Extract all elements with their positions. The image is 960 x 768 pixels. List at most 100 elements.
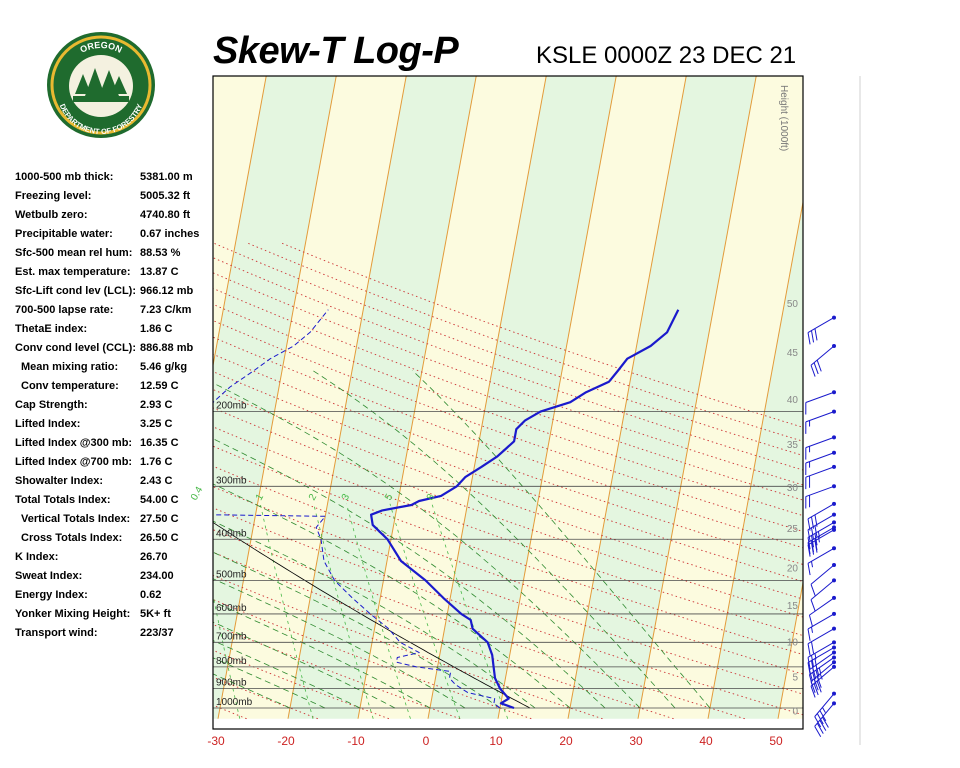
isotherm-band <box>638 76 803 719</box>
index-row: K Index: 26.70 <box>15 548 210 567</box>
wind-barb-feather <box>807 563 811 576</box>
wind-barb-feather <box>810 660 815 673</box>
x-tick-label: 20 <box>559 734 573 748</box>
wind-barb-half-feather <box>814 653 817 660</box>
dry-adiabat <box>213 389 803 600</box>
mixing-ratio-label: 8 <box>425 492 438 503</box>
wind-barb-feather <box>819 710 827 722</box>
wind-barb-feather <box>807 529 811 542</box>
dry-adiabat <box>213 371 803 583</box>
temperature-line <box>370 309 680 710</box>
index-value: 2.93 C <box>140 399 173 411</box>
index-label: Lifted Index @300 mb: <box>15 437 133 449</box>
mixing-ratio-line <box>313 503 374 719</box>
pressure-label: 700mb <box>216 631 247 642</box>
dry-adiabat <box>0 243 175 719</box>
wind-barb-feather <box>816 680 822 693</box>
isotherm-line <box>777 580 803 719</box>
index-row: Sweat Index: 234.00 <box>15 567 210 586</box>
height-tick-label: 0 <box>792 706 798 717</box>
dry-adiabat <box>213 303 803 517</box>
wind-barb-station <box>832 484 836 489</box>
pressure-label: 900mb <box>216 678 247 689</box>
index-value: 27.50 C <box>140 513 179 525</box>
index-value: 54.00 C <box>140 494 179 506</box>
wind-barb-station <box>832 563 836 568</box>
wind-barb-station <box>832 595 836 600</box>
wind-barb-feather <box>814 328 818 341</box>
wind-barb-feather <box>814 716 822 728</box>
index-value: 223/37 <box>140 627 174 639</box>
index-value: 4740.80 ft <box>140 209 191 221</box>
wind-barb-station <box>832 626 836 631</box>
index-row: Freezing level: 5005.32 ft <box>15 187 210 206</box>
wind-barb <box>805 450 836 475</box>
wind-barb-half-feather <box>817 536 820 543</box>
index-row: Yonker Mixing Height: 5K+ ft <box>15 605 210 624</box>
index-value: 2.43 C <box>140 475 173 487</box>
mixing-ratio-label: 2 <box>307 492 320 503</box>
index-label: Sweat Index: <box>15 570 83 582</box>
wind-barb-shaft <box>810 579 835 601</box>
index-label: ThetaE index: <box>15 323 88 335</box>
isotherm-line <box>637 76 757 719</box>
wind-barb-feather <box>807 643 811 656</box>
wind-barb <box>814 701 836 737</box>
wind-barb-feather <box>810 527 815 540</box>
index-label: K Index: <box>15 551 59 563</box>
isotherm-band <box>778 582 803 719</box>
wind-barb-feather <box>816 359 822 372</box>
wind-barb-shaft <box>805 436 835 449</box>
mixing-ratio-label: 0.4 <box>189 485 206 503</box>
index-value: 7.23 C/km <box>140 304 192 316</box>
isotherm-band <box>288 76 477 719</box>
wind-barb-shaft <box>814 693 835 717</box>
wind-barb-station <box>832 701 836 706</box>
index-row: Total Totals Index: 54.00 C <box>15 491 210 510</box>
wind-barb-shaft <box>807 503 835 520</box>
isotherm-line <box>213 76 267 369</box>
dry-adiabat <box>213 623 461 720</box>
wind-barb <box>810 563 836 596</box>
index-row: Lifted Index @300 mb: 16.35 C <box>15 434 210 453</box>
index-label: Lifted Index @700 mb: <box>15 456 133 468</box>
isotherm-band <box>0 57 130 719</box>
wind-barb-station <box>832 525 836 530</box>
wind-barb-feather <box>819 719 827 731</box>
index-value: 3.25 C <box>140 418 173 430</box>
wind-barb-feather <box>810 365 816 377</box>
wind-barb-station <box>832 315 836 320</box>
mixing-ratio-line <box>346 503 411 719</box>
wind-barb <box>808 595 836 627</box>
wind-barb-station <box>832 645 836 650</box>
wind-barb <box>805 390 836 415</box>
pressure-label: 500mb <box>216 569 247 580</box>
wind-barb-station <box>832 650 836 655</box>
index-label: Cross Totals Index: <box>21 532 123 544</box>
isotherm-line <box>497 76 617 719</box>
wind-barb-station <box>832 660 836 665</box>
wind-barb <box>807 546 836 576</box>
index-label: Conv temperature: <box>21 380 119 392</box>
wind-barb-feather <box>816 723 824 734</box>
wind-barb-feather <box>810 535 815 548</box>
mixing-ratio-label: 1 <box>254 492 267 503</box>
wind-barb-feather <box>810 330 815 343</box>
moist-adiabat <box>213 520 536 709</box>
index-value: 5.46 g/kg <box>140 361 188 373</box>
index-row: Sfc-Lift cond lev (LCL): 966.12 mb <box>15 282 210 301</box>
wind-barb-station <box>832 343 836 348</box>
wind-barb-feather <box>812 672 817 685</box>
index-row: Conv temperature: 12.59 C <box>15 377 210 396</box>
standard-atmosphere-line <box>213 521 531 709</box>
index-value: 5381.00 m <box>140 171 193 183</box>
wind-barb <box>807 645 836 675</box>
wind-barb-shaft <box>807 514 835 531</box>
index-label: Yonker Mixing Height: <box>15 608 131 620</box>
index-label: Wetbulb zero: <box>15 209 88 221</box>
isotherm-band <box>218 76 407 719</box>
logo-text-top: OREGON <box>78 40 123 55</box>
height-tick-label: 50 <box>787 299 799 310</box>
wind-barb-shaft <box>807 317 835 334</box>
wind-barb-feather <box>814 658 818 671</box>
